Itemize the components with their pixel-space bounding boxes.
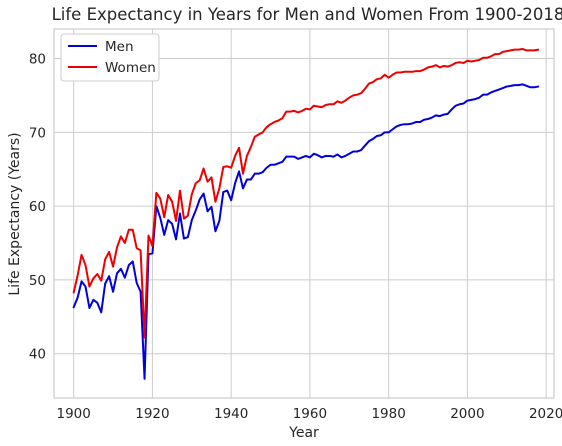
y-axis-label: Life Expectancy (Years) (7, 132, 23, 295)
plot-frame (53, 28, 555, 399)
y-tick-label: 50 (29, 273, 46, 289)
x-tick-label: 2020 (529, 406, 562, 422)
series-layer (72, 47, 540, 380)
legend-label-women: Women (105, 60, 156, 76)
y-tick-label: 70 (29, 125, 46, 141)
x-tick-label: 1980 (371, 406, 405, 422)
tick-layer: 1900 1920 1940 1960 1980 2000 2020 40 50 60 70 80 (29, 52, 562, 422)
x-tick-label: 1900 (57, 406, 91, 422)
series-line-women (72, 47, 540, 339)
y-tick-label: 60 (29, 199, 46, 215)
grid-layer (54, 29, 554, 398)
x-tick-label: 2000 (450, 406, 484, 422)
x-axis-label: Year (288, 425, 319, 441)
series-line-men (72, 83, 540, 380)
legend-label-men: Men (105, 39, 134, 55)
y-tick-label: 40 (29, 347, 46, 363)
y-tick-label: 80 (29, 52, 46, 68)
x-tick-label: 1960 (293, 406, 327, 422)
x-tick-label: 1920 (135, 406, 169, 422)
chart-title: Life Expectancy in Years for Men and Wom… (52, 5, 562, 24)
legend: Men Women (60, 33, 160, 82)
x-tick-label: 1940 (214, 406, 248, 422)
